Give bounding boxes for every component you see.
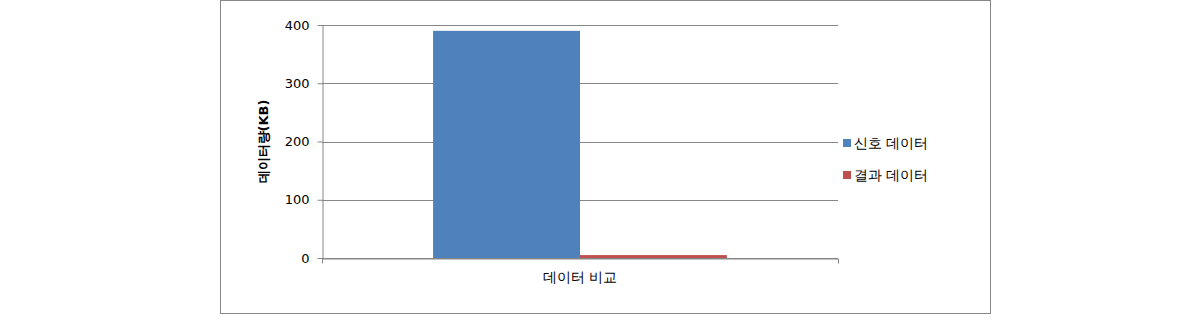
y-tick-label: 400 [285, 18, 310, 33]
y-tick-mark [318, 25, 323, 26]
y-tick: 300 [285, 76, 323, 91]
legend-swatch [843, 139, 851, 147]
y-tick-mark [318, 142, 323, 143]
y-axis: 0 100 200 300 400 [285, 18, 323, 266]
y-tick: 200 [285, 134, 323, 149]
x-axis: 데이터 비교 [323, 259, 839, 286]
x-tick-label: 데이터 비교 [543, 269, 617, 285]
chart: 0 100 200 300 400 데이터 비교 데이터량(KB) 신호 데이터결과 데이터 [0, 0, 1190, 331]
y-tick-label: 0 [301, 251, 309, 266]
y-tick-mark [318, 83, 323, 84]
grid [322, 26, 838, 259]
y-axis-line [323, 26, 324, 259]
legend: 신호 데이터결과 데이터 [843, 135, 928, 183]
bar [580, 255, 727, 258]
y-tick: 400 [285, 18, 323, 33]
y-tick: 100 [285, 192, 323, 207]
x-tick: 데이터 비교 [543, 259, 617, 286]
bars [433, 31, 727, 258]
legend-label: 결과 데이터 [854, 167, 928, 183]
chart-frame [221, 1, 991, 314]
grid-line [322, 25, 838, 26]
y-tick: 0 [301, 251, 322, 266]
y-tick-label: 100 [285, 192, 310, 207]
legend-swatch [843, 171, 851, 179]
bar [433, 31, 580, 258]
y-tick-mark [318, 258, 323, 259]
x-axis-line [323, 259, 839, 264]
y-tick-label: 300 [285, 76, 310, 91]
y-tick-mark [318, 200, 323, 201]
legend-label: 신호 데이터 [854, 135, 928, 151]
y-tick-label: 200 [285, 134, 310, 149]
y-axis-title: 데이터량(KB) [256, 100, 271, 184]
